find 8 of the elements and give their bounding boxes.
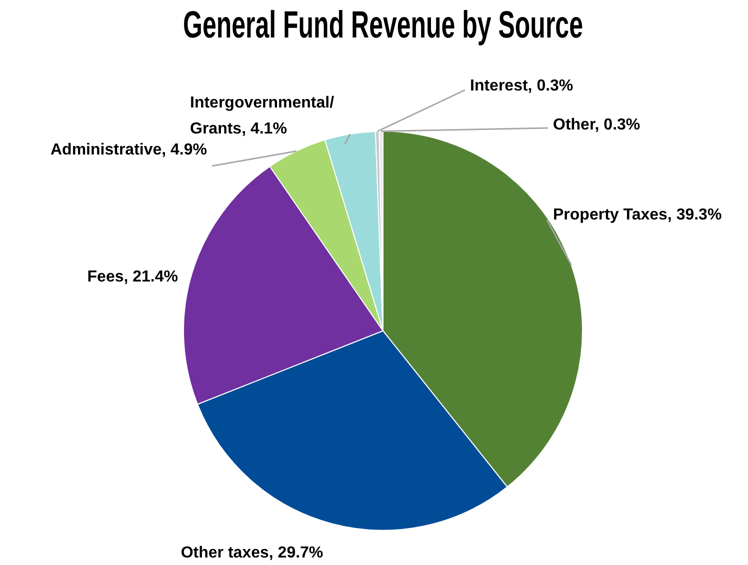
slice-label: Administrative, 4.9% xyxy=(50,141,207,158)
chart-title: General Fund Revenue by Source xyxy=(183,3,583,46)
slice-label: Other, 0.3% xyxy=(553,116,640,134)
slice-label: Other taxes, 29.7% xyxy=(180,544,324,562)
slice-label: Intergovernmental/ Grants, 4.1% xyxy=(190,94,335,138)
slice-label: Interest, 0.3% xyxy=(470,77,574,94)
slice-label: Fees, 21.4% xyxy=(87,268,178,286)
slice-label: Property Taxes, 39.3% xyxy=(553,206,722,224)
